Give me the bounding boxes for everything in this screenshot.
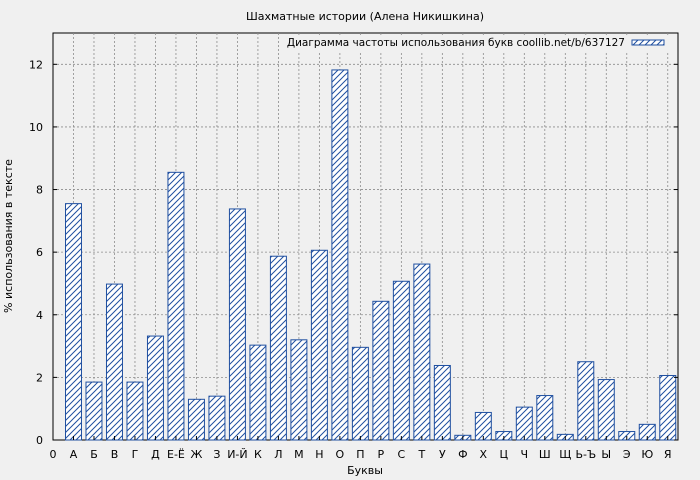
bar — [597, 379, 615, 441]
x-tick-label: 0 — [50, 448, 57, 461]
x-tick-label: Я — [664, 448, 672, 461]
bar — [392, 280, 410, 441]
y-tick-label: 12 — [29, 58, 43, 71]
bar — [208, 395, 226, 441]
chart-title: Шахматные истории (Алена Никишкина) — [246, 10, 484, 23]
x-tick-label: Т — [417, 448, 425, 461]
bar — [310, 249, 328, 441]
x-tick-label: С — [398, 448, 406, 461]
x-tick-label: Б — [90, 448, 98, 461]
x-tick-label: О — [336, 448, 345, 461]
x-tick-label: Е-Ё — [167, 448, 185, 461]
bar — [65, 203, 82, 441]
x-tick-label: П — [356, 448, 364, 461]
x-tick-label: Щ — [559, 448, 571, 461]
bar — [85, 381, 103, 441]
bar — [659, 375, 677, 441]
x-tick-label: А — [70, 448, 78, 461]
x-tick-label: Г — [132, 448, 139, 461]
y-tick-label: 2 — [36, 371, 43, 384]
x-tick-label: Ц — [500, 448, 509, 461]
bar — [105, 283, 123, 441]
bar — [577, 361, 595, 441]
y-tick-label: 4 — [36, 309, 43, 322]
y-tick-label: 0 — [36, 434, 43, 447]
x-tick-label: М — [294, 448, 304, 461]
bar — [269, 255, 287, 441]
x-tick-label: И-Й — [227, 448, 247, 461]
x-tick-label: Ш — [539, 448, 551, 461]
bar — [228, 208, 246, 441]
x-tick-label: К — [254, 448, 262, 461]
bar — [126, 381, 144, 441]
bar — [290, 339, 308, 441]
bar — [331, 69, 349, 441]
x-tick-label: Д — [151, 448, 160, 461]
bar — [536, 395, 554, 441]
x-tick-label: З — [213, 448, 220, 461]
bar — [249, 344, 267, 441]
bar — [351, 346, 369, 441]
bar — [146, 335, 164, 441]
x-tick-label: Х — [480, 448, 488, 461]
x-axis-label: Буквы — [347, 464, 383, 477]
x-tick-label: Ч — [521, 448, 529, 461]
x-tick-label: Ь-Ъ — [575, 448, 596, 461]
x-tick-label: Ы — [601, 448, 611, 461]
x-tick-label: У — [439, 448, 446, 461]
legend-background — [285, 35, 675, 51]
bar — [372, 300, 390, 441]
x-tick-label: Ж — [191, 448, 203, 461]
x-tick-label: Ю — [641, 448, 653, 461]
x-tick-label: Н — [315, 448, 323, 461]
bar — [515, 406, 533, 441]
x-tick-label: В — [111, 448, 119, 461]
bar — [413, 263, 431, 441]
bar — [167, 171, 185, 441]
y-axis-label: % использования в тексте — [2, 159, 15, 313]
bar — [187, 398, 205, 441]
x-tick-label: Р — [378, 448, 385, 461]
x-tick-label: Л — [274, 448, 282, 461]
x-axis: 0 А Б В Г Д Е-Ё Ж З И-Й К Л М Н О П Р С Т У Ф Х Ц Ч Ш Щ Ь-Ъ Ы Э Ю Я — [50, 436, 672, 461]
y-tick-label: 10 — [29, 121, 43, 134]
bar — [474, 411, 492, 441]
y-tick-label: 6 — [36, 246, 43, 259]
bar — [433, 364, 451, 441]
legend-swatch — [631, 39, 665, 46]
y-axis: 0 2 4 6 8 10 12 — [29, 58, 678, 447]
x-tick-label: Э — [623, 448, 631, 461]
legend-label: Диаграмма частоты использования букв coo… — [287, 37, 625, 49]
bars — [65, 69, 677, 441]
y-tick-label: 8 — [36, 184, 43, 197]
x-tick-label: Ф — [458, 448, 467, 461]
